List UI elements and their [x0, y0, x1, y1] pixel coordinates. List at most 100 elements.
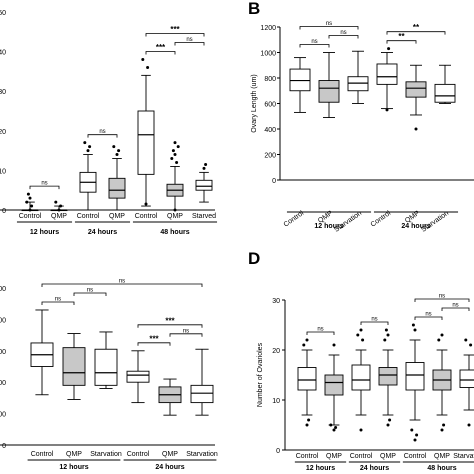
- panel-a-outlier-point: [171, 149, 175, 153]
- panel-c-significance-label: ns: [55, 296, 61, 302]
- panel-b-box-5: [434, 64, 456, 104]
- panel-b-box-0: [289, 57, 311, 113]
- panel-d-box-body: [324, 374, 344, 396]
- panel-a-category-label: QMP: [109, 213, 125, 220]
- panel-c-box-4: [158, 378, 182, 416]
- panel-d-box-body: [297, 367, 317, 391]
- panel-b-y-tick-label: 800: [264, 76, 276, 83]
- panel-b-y-axis-label: Ovary Length (um): [251, 74, 258, 132]
- panel-a-outlier-point: [173, 153, 177, 157]
- panel-d-box-body: [405, 362, 425, 391]
- panel-b-outlier-point: [414, 127, 418, 131]
- panel-b-category-label: Control: [370, 210, 393, 229]
- panel-b-chart: 0 200 400 600 800 1000 1200 Ovary Length (um) Co…: [251, 21, 474, 234]
- panel-d-box-4: [405, 323, 425, 442]
- panel-d-category-label: Control: [404, 453, 427, 460]
- panel-b-significance-label: **: [413, 23, 420, 32]
- panel-b-outlier-point: [385, 108, 389, 112]
- panel-c-significance-label: ns: [119, 278, 125, 284]
- panel-d-y-tick-label: 10: [272, 398, 280, 405]
- panel-c-y-tick-label: 200: [0, 412, 6, 419]
- panel-a-outlier-point: [57, 208, 61, 212]
- panel-d-outlier-point: [356, 333, 360, 337]
- panel-a-significance-label: ns: [99, 129, 105, 135]
- panel-a-outlier-point: [176, 145, 180, 149]
- panel-c-box-body: [94, 348, 118, 386]
- panel-d-category-label: QMP: [434, 453, 450, 460]
- panel-b-y-tick-label: 600: [264, 102, 276, 109]
- panel-a-outlier-point: [26, 192, 30, 196]
- panel-c-significance-bracket: [169, 333, 203, 337]
- panel-d-outlier-point: [388, 418, 392, 422]
- panel-a-box-2: [79, 141, 97, 211]
- panel-d-outlier-point: [440, 428, 444, 432]
- panel-d-outlier-point: [302, 343, 306, 347]
- panel-a-outlier-point: [25, 200, 29, 204]
- panel-a-significance-label: ns: [41, 181, 47, 187]
- panel-c-y-tick-label: 600: [0, 349, 6, 356]
- panel-c-significance-label: ns: [183, 328, 189, 334]
- panel-a-category-label: Control: [135, 213, 158, 220]
- panel-a-outlier-point: [28, 196, 32, 200]
- panel-d-box-body: [378, 367, 398, 386]
- panel-b-significance-bracket: [328, 35, 359, 39]
- panel-a-outlier-point: [59, 204, 63, 208]
- panel-a-box-body: [195, 179, 213, 191]
- panel-a-box-body: [108, 177, 126, 199]
- panel-a-outlier-point: [144, 202, 148, 206]
- panel-d-box-3: [378, 328, 398, 427]
- panel-c-significance-bracket: [41, 283, 203, 287]
- panel-c-y-tick-label: 400: [0, 380, 6, 387]
- panel-d-outlier-point: [415, 433, 419, 437]
- panel-a-significance-label: ***: [170, 25, 180, 34]
- panel-d-outlier-point: [467, 423, 471, 427]
- panel-a-y-tick-label: 50: [0, 10, 6, 17]
- panel-d-outlier-point: [386, 333, 390, 337]
- panel-b-y-tick-label: 1000: [260, 51, 276, 58]
- panel-a-box-5: [166, 141, 184, 212]
- panel-c-category-label: Control: [31, 451, 54, 458]
- panel-d-outlier-point: [413, 438, 417, 442]
- panel-c-box-body: [190, 384, 214, 404]
- panel-b-box-body: [376, 63, 398, 85]
- panel-b-significance-label: **: [398, 32, 405, 41]
- panel-c-significance-label: ***: [149, 334, 159, 343]
- panel-a-significance-label: ns: [186, 37, 192, 43]
- panel-b-category-label: Starvation: [333, 210, 363, 234]
- panel-d-significance-bracket: [360, 321, 389, 325]
- panel-d-category-label: Control: [350, 453, 373, 460]
- panel-d-category-label: Control: [296, 453, 319, 460]
- panel-d-significance-label: ns: [439, 294, 445, 300]
- panel-d-chart: 0 10 20 30 Number of Ovarioles Control QMP Cont…: [257, 294, 474, 472]
- panel-d-significance-bracket: [306, 331, 335, 335]
- panel-d-outlier-point: [386, 423, 390, 427]
- panel-a-outlier-point: [141, 58, 145, 62]
- panel-b-box-body: [434, 83, 456, 103]
- panel-b-significance-label: ns: [340, 30, 346, 36]
- panel-a-y-tick-label: 0: [2, 208, 6, 215]
- panel-a-box-4: [137, 58, 155, 207]
- panel-letter-d: D: [248, 249, 260, 268]
- panel-c-category-label: Control: [127, 451, 150, 458]
- panel-c-group-label: 12 hours: [59, 464, 88, 471]
- panel-c-box-body: [62, 347, 86, 386]
- panel-d-outlier-point: [332, 343, 336, 347]
- panel-d-significance-bracket: [414, 298, 470, 302]
- panel-c-category-label: QMP: [162, 451, 178, 458]
- panel-d-outlier-point: [305, 338, 309, 342]
- panel-d-significance-bracket: [414, 316, 443, 320]
- panel-d-outlier-point: [469, 343, 473, 347]
- panel-d-group-label: 48 hours: [427, 465, 456, 472]
- panel-b-category-label: Starvation: [420, 210, 450, 234]
- panel-c-chart: 0 200 400 600 800 1000 Control QMP Starvation Con…: [0, 278, 218, 471]
- panel-a-box-1: [50, 200, 68, 212]
- panel-d-outlier-point: [334, 426, 338, 429]
- panel-a-outlier-point: [170, 157, 174, 161]
- panel-d-outlier-point: [437, 338, 441, 342]
- panel-d-outlier-point: [383, 338, 387, 342]
- panel-a-outlier-point: [112, 145, 116, 149]
- panel-d-box-2: [351, 328, 371, 432]
- panel-a-category-label: QMP: [167, 213, 183, 220]
- panel-a-outlier-point: [54, 200, 58, 204]
